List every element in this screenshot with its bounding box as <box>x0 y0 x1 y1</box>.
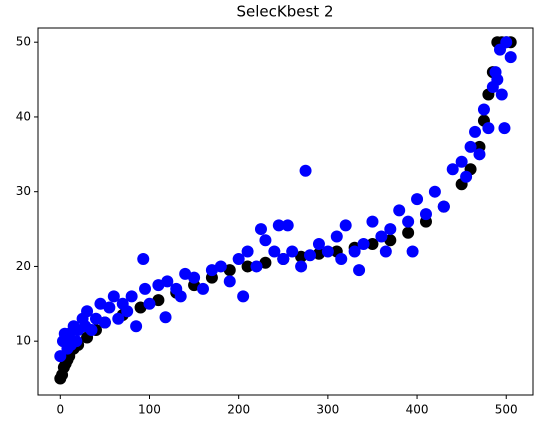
point <box>330 230 343 243</box>
point <box>241 245 254 258</box>
y-tick-label: 30 <box>16 184 31 198</box>
point <box>357 238 370 251</box>
point <box>174 290 187 303</box>
point <box>223 275 236 288</box>
point <box>188 271 201 284</box>
point <box>281 219 294 232</box>
y-tick-label: 40 <box>16 109 31 123</box>
point <box>366 238 379 251</box>
point <box>469 125 482 138</box>
point <box>237 290 250 303</box>
point <box>335 252 348 265</box>
point <box>498 122 511 135</box>
chart-title: SelecKbest 2 <box>237 3 334 21</box>
point <box>411 193 424 206</box>
point <box>402 226 415 239</box>
point <box>375 230 388 243</box>
point <box>121 305 134 318</box>
point <box>312 238 325 251</box>
x-tick-label: 500 <box>495 403 518 417</box>
point <box>379 245 392 258</box>
point <box>500 36 513 49</box>
point <box>473 148 486 161</box>
point <box>139 282 152 295</box>
point <box>491 73 504 86</box>
point <box>419 208 432 221</box>
point <box>406 245 419 258</box>
point <box>70 335 83 348</box>
point <box>277 252 290 265</box>
point <box>214 260 227 273</box>
point <box>339 219 352 232</box>
point <box>295 250 308 263</box>
point <box>455 155 468 168</box>
point <box>428 185 441 198</box>
point <box>353 264 366 277</box>
point <box>254 223 267 236</box>
y-tick-label: 10 <box>16 334 31 348</box>
point <box>384 223 397 236</box>
x-tick-label: 200 <box>227 403 250 417</box>
point <box>159 311 172 324</box>
point <box>241 260 254 273</box>
point <box>348 245 361 258</box>
x-tick-label: 0 <box>56 403 64 417</box>
point <box>250 260 263 273</box>
point <box>437 200 450 213</box>
point <box>286 245 299 258</box>
point <box>85 323 98 336</box>
point <box>98 316 111 329</box>
point <box>504 51 517 64</box>
point <box>54 350 67 363</box>
point <box>81 305 94 318</box>
axes-frame <box>37 27 534 396</box>
point <box>268 245 281 258</box>
x-tick-label: 300 <box>316 403 339 417</box>
point <box>393 204 406 217</box>
point <box>272 219 285 232</box>
x-tick-label: 100 <box>138 403 161 417</box>
point <box>464 140 477 153</box>
point <box>137 252 150 265</box>
point <box>143 297 156 310</box>
point <box>304 249 317 262</box>
point <box>161 275 174 288</box>
point <box>366 215 379 228</box>
point <box>295 260 308 273</box>
point <box>482 122 495 135</box>
point <box>130 320 143 333</box>
point <box>477 103 490 116</box>
point <box>232 252 245 265</box>
point <box>495 88 508 101</box>
point <box>402 215 415 228</box>
point <box>112 312 125 325</box>
point <box>299 164 312 177</box>
y-tick-label: 50 <box>16 35 31 49</box>
plot-area <box>54 36 517 385</box>
point <box>460 170 473 183</box>
y-tick-label: 20 <box>16 259 31 273</box>
point <box>107 290 120 303</box>
point <box>197 282 209 295</box>
point <box>259 234 272 247</box>
point <box>125 290 138 303</box>
point <box>321 245 334 258</box>
point <box>103 301 116 314</box>
point <box>446 163 459 176</box>
x-tick-label: 400 <box>406 403 429 417</box>
